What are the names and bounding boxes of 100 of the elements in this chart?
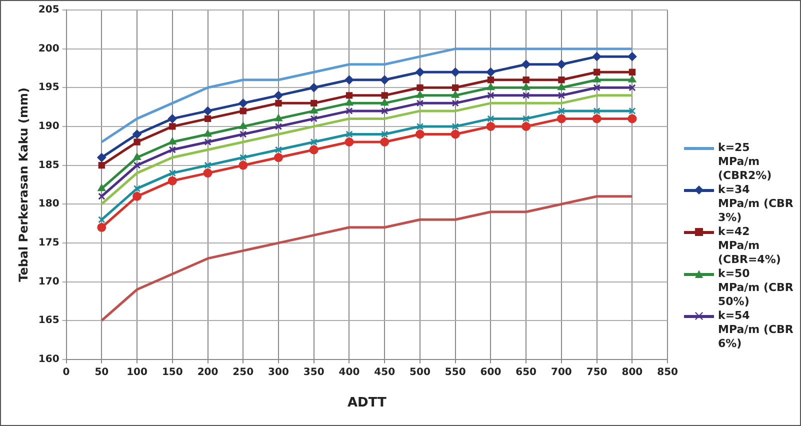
point [204,115,212,122]
x-axis-title: ADTT [347,396,386,411]
y-axis-title: Tebal Perkerasan Kaku (mm) [16,87,30,282]
point [97,222,106,232]
point [522,60,531,69]
point [593,68,600,76]
point [380,98,389,106]
point [381,92,388,99]
point [487,76,494,84]
y-tick-label: 165 [38,315,60,326]
point [522,76,530,84]
point [133,153,141,160]
point [451,90,460,98]
point [274,90,283,100]
y-tick-label: 185 [38,160,60,171]
point [628,68,636,76]
point [98,162,105,169]
point [381,107,388,115]
point [416,122,424,130]
point [98,192,106,200]
point [522,92,530,99]
legend-label: k=54 MPa/m (CBR 6%) [718,309,794,351]
point [98,216,106,224]
point [309,83,318,92]
point [310,100,318,106]
point [168,114,177,124]
point [168,137,176,144]
point [344,137,354,146]
point [628,114,637,124]
point [628,52,637,62]
point [310,138,318,146]
point [344,75,354,84]
point [592,75,601,82]
point [486,122,496,131]
x-tick-label: 100 [126,366,148,378]
point [556,114,566,124]
point [168,146,176,154]
y-tick-label: 180 [38,198,60,210]
x-tick-label: 600 [480,366,502,378]
point [557,83,566,90]
point [346,107,353,115]
point [486,83,495,90]
x-tick-label: 150 [162,366,183,378]
y-tick-label: 175 [38,238,60,249]
point [416,100,424,107]
point [310,115,318,122]
legend-label: k=34 MPa/m (CBR 3%) [718,183,794,225]
point [309,145,318,154]
point [380,137,390,146]
point [416,90,424,98]
point [415,130,424,139]
point [274,122,282,130]
point [452,84,459,91]
point [345,98,354,106]
point [556,60,566,69]
point [487,115,494,122]
point [450,130,460,139]
point [274,146,282,154]
point [239,122,248,129]
y-tick-label: 205 [38,4,60,16]
point [275,100,282,106]
point [593,107,600,115]
point [240,130,247,138]
x-tick-label: 350 [303,366,324,378]
point [169,123,176,130]
x-tick-label: 800 [622,366,643,378]
point [415,68,424,77]
x-tick-label: 700 [551,366,572,378]
point [416,84,424,91]
point [558,76,565,84]
point [204,130,212,137]
point [628,75,636,82]
point [98,184,106,192]
point [274,114,282,122]
x-tick-label: 200 [197,366,218,378]
point [132,130,142,139]
x-tick-label: 50 [94,366,109,378]
point [97,153,106,162]
x-tick-label: 300 [268,366,289,378]
point [240,108,246,114]
x-tick-label: 850 [657,366,678,378]
point [346,130,353,138]
point [380,75,390,84]
y-tick-label: 160 [38,354,60,365]
x-tick-label: 550 [444,366,466,378]
point [240,154,247,162]
y-tick-label: 170 [38,276,60,288]
x-tick-label: 500 [410,366,430,378]
y-tick-label: 200 [38,43,60,54]
point [592,52,602,62]
x-tick-label: 450 [374,366,396,378]
point [628,84,636,92]
x-tick-label: 0 [62,366,70,378]
point [238,160,248,170]
legend-label: k=25 MPa/m (CBR2%) [718,141,773,183]
point [310,106,318,114]
x-tick-label: 650 [516,366,537,378]
point [204,138,212,146]
point [558,107,566,115]
point [452,100,459,107]
